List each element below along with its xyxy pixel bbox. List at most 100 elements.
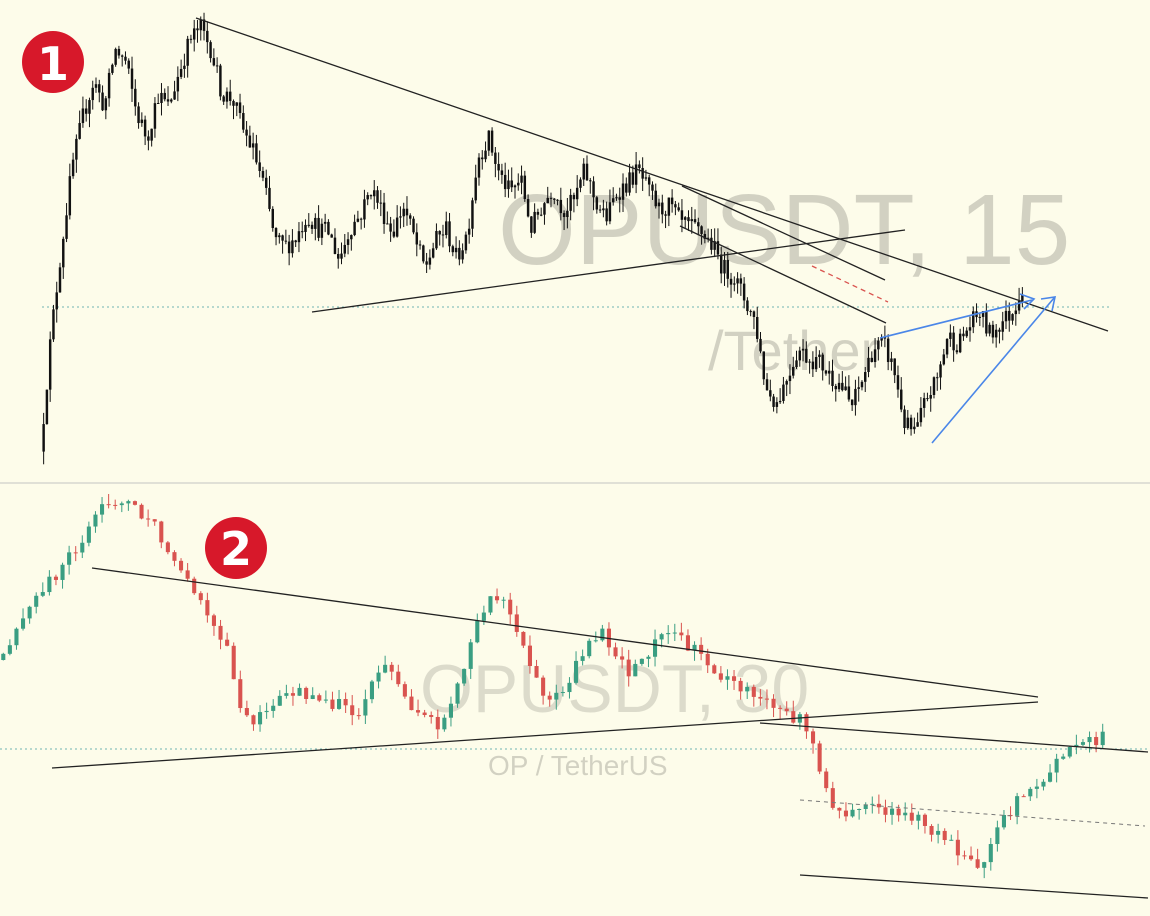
candle-body [238, 102, 242, 114]
candle-body [284, 240, 288, 242]
candle-body [52, 309, 55, 340]
candle-body [242, 113, 245, 130]
candle-body [685, 635, 690, 651]
candle-body [425, 261, 428, 265]
candle-body [21, 618, 26, 629]
candle-body [782, 384, 785, 401]
candle-body [703, 233, 707, 239]
candle-body [501, 599, 506, 601]
candle-body [206, 30, 209, 43]
candle-body [350, 235, 353, 240]
candle-body [330, 699, 335, 709]
panel2-descending-trendline [91, 567, 1039, 698]
candle-body [587, 640, 592, 657]
candle-body [672, 632, 677, 634]
candle-body [81, 108, 85, 124]
candle-body [132, 501, 137, 505]
candle-body [353, 221, 356, 236]
candle-body [113, 504, 118, 506]
candle-body [458, 247, 461, 260]
candle-body [526, 199, 530, 217]
candle-body [497, 163, 500, 171]
candle-body [562, 213, 566, 218]
candle-body [646, 656, 651, 659]
candle-body [857, 387, 860, 389]
candle-body [620, 656, 625, 660]
candle-body [600, 628, 605, 641]
candle-body [608, 202, 612, 222]
candle-body [68, 176, 72, 216]
candle-body [481, 157, 484, 160]
chart-panel-1: OPUSDT, 15 /Tether 1 [22, 12, 1110, 465]
candle-body [416, 710, 421, 713]
candle-body [602, 208, 605, 211]
candle-body [307, 224, 311, 226]
candle-body [281, 235, 284, 241]
candle-body [503, 174, 507, 190]
candle-body [448, 703, 453, 718]
candle-body [764, 698, 769, 700]
candle-body [100, 504, 105, 515]
candle-body [14, 628, 19, 646]
candle-body [1015, 796, 1020, 816]
panel2-trendlines [51, 567, 1149, 899]
candle-body [965, 330, 968, 337]
candle-body [330, 234, 333, 238]
candle-body [71, 159, 75, 177]
candle-body [84, 108, 88, 114]
candle-body [484, 150, 487, 160]
candle-body [474, 177, 477, 201]
candle-body [572, 194, 576, 200]
candle-body [844, 386, 847, 391]
candle-body [146, 518, 151, 520]
candle-body [536, 211, 540, 215]
candle-body [784, 708, 789, 712]
candle-body [697, 222, 700, 227]
candle-body [621, 183, 625, 200]
candle-body [369, 195, 373, 197]
candle-body [477, 157, 481, 178]
candle-body [893, 358, 896, 376]
candle-body [101, 92, 104, 111]
candle-body [183, 65, 186, 69]
candle-body [710, 237, 713, 250]
candle-body [939, 364, 942, 378]
candle-body [431, 248, 435, 258]
candle-body [468, 642, 473, 669]
candle-body [683, 217, 687, 220]
candle-body [742, 283, 746, 301]
candle-body [258, 162, 261, 171]
candle-body [847, 386, 851, 400]
candle-body [877, 340, 880, 350]
candle-body [124, 56, 127, 61]
candle-body [837, 382, 841, 390]
candle-body [73, 552, 78, 554]
candle-body [582, 163, 585, 180]
candle-body [785, 381, 788, 385]
candle-body [186, 38, 189, 66]
candle-body [824, 771, 829, 789]
candle-body [389, 664, 394, 672]
candle-body [896, 375, 900, 390]
panel1-badge-label: 1 [37, 37, 69, 91]
candle-body [304, 687, 309, 699]
candle-body [945, 338, 949, 355]
candle-body [179, 68, 183, 77]
candle-body [690, 219, 693, 222]
candle-body [981, 311, 985, 317]
candle-body [792, 366, 795, 376]
candle-body [942, 830, 947, 841]
candle-body [605, 208, 608, 222]
candle-body [264, 177, 268, 188]
candle-body [159, 521, 164, 543]
candle-body [1100, 731, 1105, 746]
candle-body [667, 197, 671, 216]
candle-body [661, 202, 664, 215]
candle-body [821, 354, 824, 371]
candle-body [78, 123, 81, 139]
panel2-number-badge: 2 [205, 517, 267, 579]
candle-body [850, 399, 854, 406]
candle-body [726, 259, 729, 279]
panel1-wedge-lower-arrowhead [1040, 296, 1057, 312]
candle-body [356, 715, 361, 717]
